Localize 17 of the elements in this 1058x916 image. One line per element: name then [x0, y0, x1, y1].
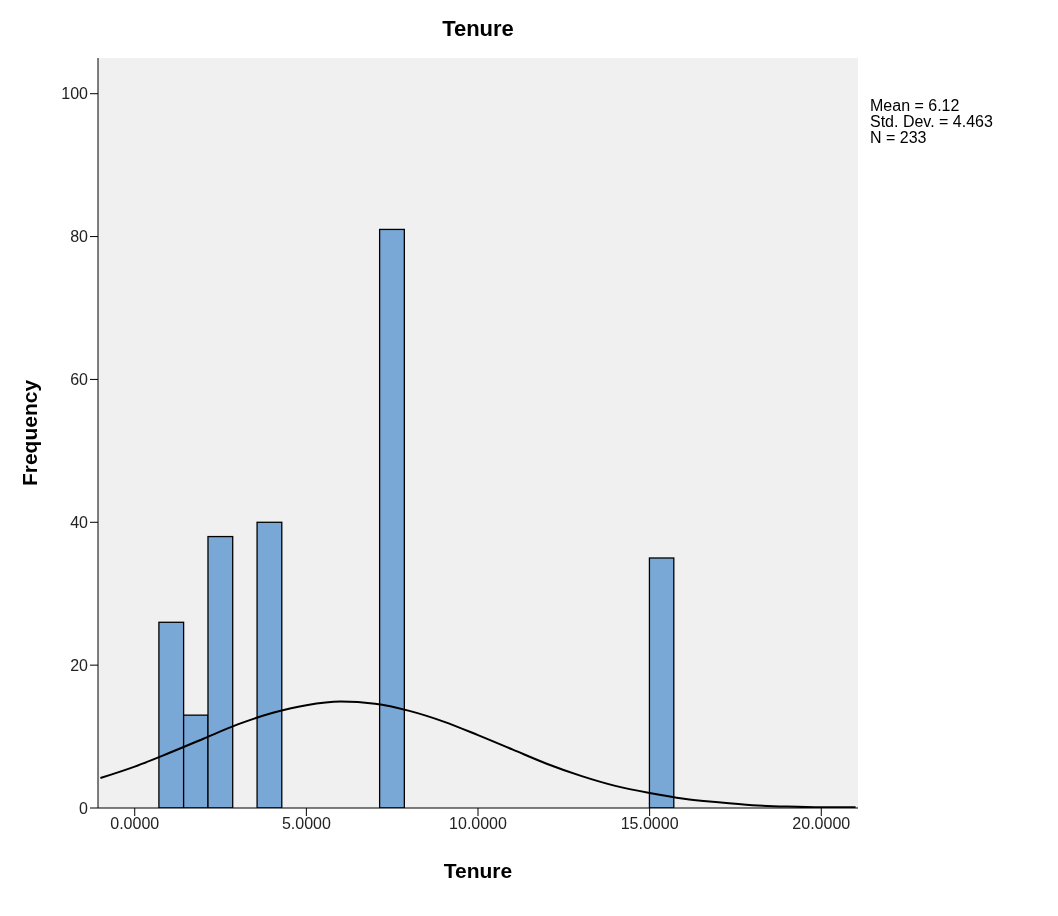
y-axis-title: Frequency	[18, 379, 42, 487]
y-tick-label: 80	[70, 228, 89, 246]
text: N = 233	[870, 129, 928, 146]
y-tick-label: 60	[70, 371, 89, 389]
x-tick-label: 15.0000	[620, 815, 679, 833]
chart-title: Tenure	[441, 16, 515, 42]
y-tick-label: 20	[70, 656, 89, 674]
x-tick-label: 5.0000	[281, 815, 331, 833]
y-tick-label: 40	[70, 513, 89, 531]
text: Std. Dev. = 4.463	[870, 113, 993, 130]
y-tick-label: 0	[79, 799, 89, 817]
x-tick-label: 10.0000	[449, 815, 508, 833]
x-tick-label: 0.0000	[110, 815, 160, 833]
y-tick-label: 100	[61, 85, 89, 103]
x-axis-title: Tenure	[443, 859, 513, 882]
text: Mean = 6.12	[870, 97, 961, 114]
x-tick-label: 20.0000	[792, 815, 851, 833]
